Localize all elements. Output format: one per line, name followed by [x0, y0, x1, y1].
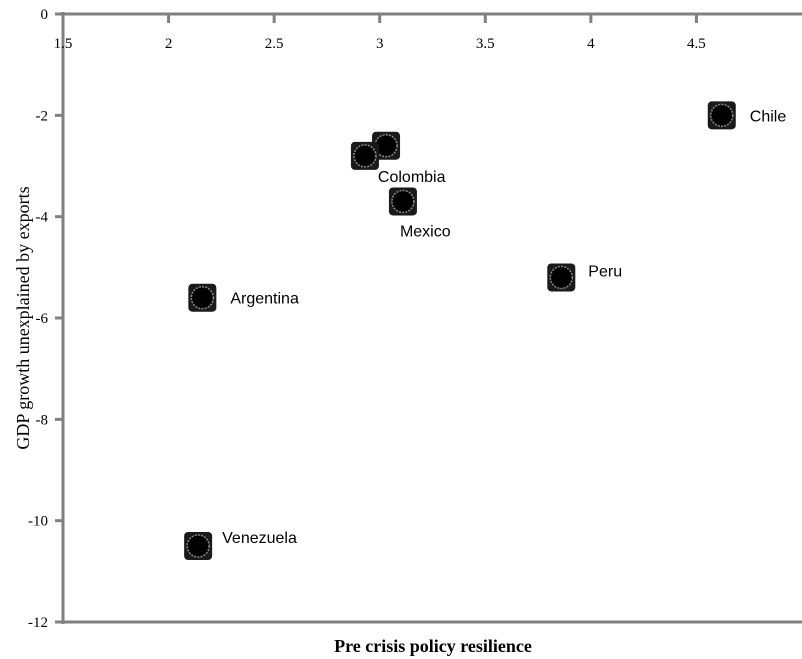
data-point [707, 101, 736, 130]
y-tick-label: 0 [41, 7, 49, 23]
y-tick-label: -6 [36, 311, 49, 327]
point-label: Colombia [378, 169, 446, 186]
point-label: Venezuela [222, 530, 297, 547]
data-point [350, 141, 379, 170]
x-tick-label: 2 [165, 36, 173, 52]
x-tick-label: 2.5 [265, 36, 284, 52]
marker-ring [353, 144, 377, 168]
marker-ring [391, 189, 415, 214]
axes: 1.5 2 2.5 3 3.5 4 4.5 0 -2 -4 -6 -8 -10 -12 [28, 7, 802, 631]
x-tick-label: 3 [376, 36, 384, 52]
y-axis-title: GDP growth unexplained by exports [13, 186, 33, 449]
data-point [188, 283, 217, 312]
marker-ring [186, 534, 210, 558]
point-label: Mexico [400, 223, 451, 240]
y-tick-label: -2 [36, 108, 49, 124]
point-label: Argentina [230, 291, 299, 308]
y-tick-label: -12 [28, 615, 48, 631]
marker-ring [710, 103, 734, 128]
x-tick-label: 1.5 [54, 36, 73, 52]
data-point [184, 532, 213, 560]
y-tick-label: -10 [28, 514, 48, 530]
y-tick-label: -8 [36, 412, 49, 428]
x-tick-label: 3.5 [476, 36, 495, 52]
data-point [547, 263, 576, 292]
y-tick-label: -4 [36, 210, 49, 226]
data-points [184, 101, 736, 560]
marker-ring [190, 285, 215, 310]
point-labels: ChileazilColombiaMexicoPeruArgentinaVene… [222, 108, 786, 547]
marker-ring [549, 265, 574, 290]
point-label: Peru [588, 263, 622, 280]
x-tick-label: 4 [587, 36, 595, 52]
point-label: Chile [750, 108, 787, 125]
x-tick-label: 4.5 [687, 36, 706, 52]
data-point [388, 187, 417, 216]
marker-ring [374, 133, 398, 158]
x-axis-title: Pre crisis policy resilience [334, 636, 532, 656]
data-point [372, 131, 401, 160]
